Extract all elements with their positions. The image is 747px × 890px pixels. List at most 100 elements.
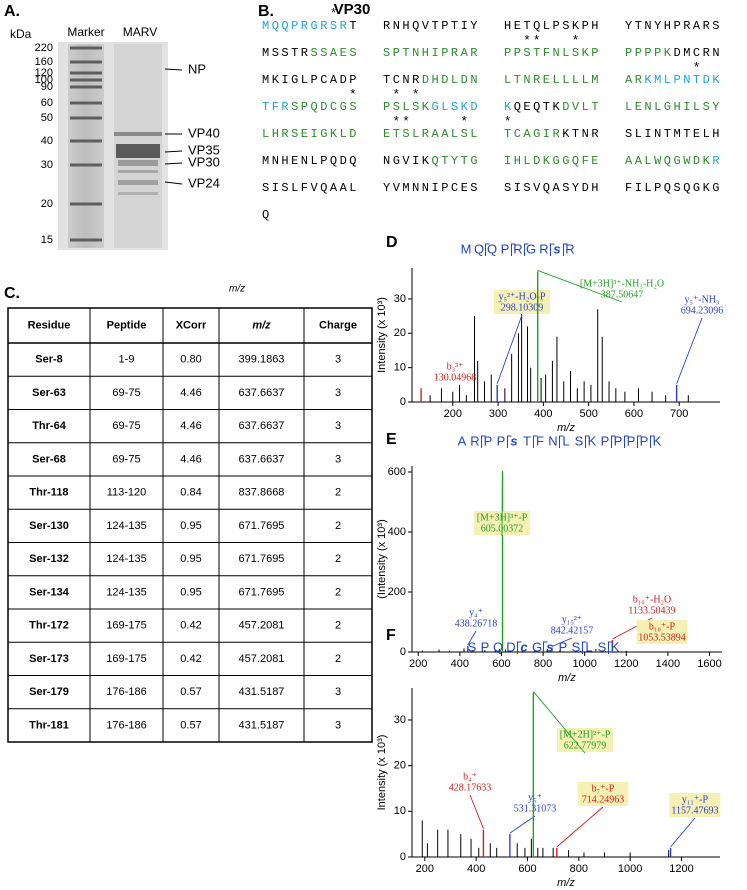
peptide-residue: N [548,433,557,448]
table-cell: 4.46 [180,387,201,399]
table-cell: 671.7695 [239,553,285,565]
ion-label: [M+2H]²⁺-P [560,729,611,740]
panel-label: A. [4,3,20,20]
label-box [494,290,550,314]
y-axis-label: (Intensity (x 10³) [376,519,388,598]
table-header: Charge [319,319,357,331]
peptide-residue: S [572,639,581,654]
ion-label: y₅⁺-NH₃ [684,294,719,305]
x-axis-label: m/z [558,672,576,684]
ladder-label: 100 [35,74,53,86]
sequence-block: MSSTRSSAES [262,46,359,60]
peptide-residue: P [601,433,610,448]
fragment-bracket [650,435,655,448]
ion-label: b₁₀⁺-H₂O [633,594,672,605]
table-cell: Ser-130 [29,520,69,532]
panel-label: C. [4,285,20,302]
sequence-block: TCNRDHDLDN [383,73,480,87]
ion-mz: 1133.50439 [628,605,675,616]
phospho-site: * [523,33,531,48]
table-cell: Ser-68 [32,453,66,465]
x-tick-label: 1600 [697,658,721,670]
gel-lane [68,44,104,248]
sequence-block: PSLSKGLSKD [383,100,480,114]
sequence-block: HETQLPSKPH [504,19,601,33]
table-cell: 4.46 [180,453,201,465]
table-cell: 0.57 [180,686,201,698]
x-tick-label: 1400 [656,658,680,670]
table-cell: 457.2081 [239,653,285,665]
table-cell: 0.84 [180,487,201,499]
label-line [164,181,183,185]
sequence-segment: K [504,100,514,114]
peptide-residue: P [481,639,490,654]
fragment-bracket [507,435,512,448]
x-axis-label: m/z [557,422,575,434]
peptide-residue: G [532,639,542,654]
label-line [164,150,183,153]
table-cell: 2 [335,553,341,565]
table-cell: 0.42 [180,620,201,632]
table-frame [7,307,373,743]
ion-mz: 1157.47693 [671,805,718,816]
ladder-label: 120 [35,67,53,79]
peptide-residue: P [614,433,623,448]
table-cell: 69-75 [112,420,140,432]
sequence-segment: LENLGHILSY [625,100,722,114]
peptide-residue: L [562,433,569,448]
lane-label: MARV [123,25,157,39]
phospho-site: * [392,114,400,129]
sequence-block: SLINTMTELH [625,127,722,141]
x-tick-label: 600 [492,658,510,670]
sequence-segment: MSSTR [262,46,311,60]
table-cell: 3 [335,719,341,731]
lane-label: Marker [67,25,104,39]
ion-mz: 714.24963 [582,794,625,805]
panel-label: E [386,431,397,448]
sequence-block: ARKMLPNTDK [625,73,722,87]
table-header: Residue [28,319,71,331]
table-cell: 457.2081 [239,620,285,632]
leader-line [469,794,484,829]
ion-mz: 1053.53894 [638,632,686,643]
table-cell: 0.80 [180,354,201,366]
sequence-segment: TFR [262,100,291,114]
sequence-segment: KTNR [562,127,601,141]
table-cell: 3 [335,686,341,698]
table-cell: Ser-132 [29,553,69,565]
table-cell: 3 [335,420,341,432]
x-tick-label: 200 [444,408,462,420]
protein-label: NP [188,61,206,76]
table-cell: 2 [335,520,341,532]
leader-line [670,817,696,848]
x-tick-label: 1200 [669,863,693,875]
sequence-segment: SPQDCGS [291,100,359,114]
fragment-bracket [511,243,516,256]
table-cell: 637.6637 [239,420,285,432]
ladder-band [70,139,102,143]
table-cell: 399.1863 [239,354,285,366]
leader-line [537,270,623,303]
y-tick-label: 20 [394,327,406,339]
table-cell: 124-135 [106,520,146,532]
sequence-block: MQQPRGRSRT [262,19,359,33]
label-box [636,620,688,644]
fragment-bracket [543,641,548,654]
table-cell: 124-135 [106,586,146,598]
ladder-band [70,202,102,206]
leader-line [676,317,703,384]
sequence-segment: GLSKD [432,100,481,114]
leader-line [496,314,523,384]
ladder-band [70,46,102,50]
peptide-residue: Q [487,241,497,256]
phospho-site: * [412,87,420,102]
sequence-segment: KMLPNTDK [644,73,722,87]
table-cell: Ser-63 [32,387,66,399]
table-cell: 169-175 [106,620,146,632]
ladder-band [70,238,102,242]
table-cell: 124-135 [106,553,146,565]
table-cell: 837.8668 [239,487,285,499]
table-cell: 2 [335,653,341,665]
fragment-bracket [559,435,564,448]
